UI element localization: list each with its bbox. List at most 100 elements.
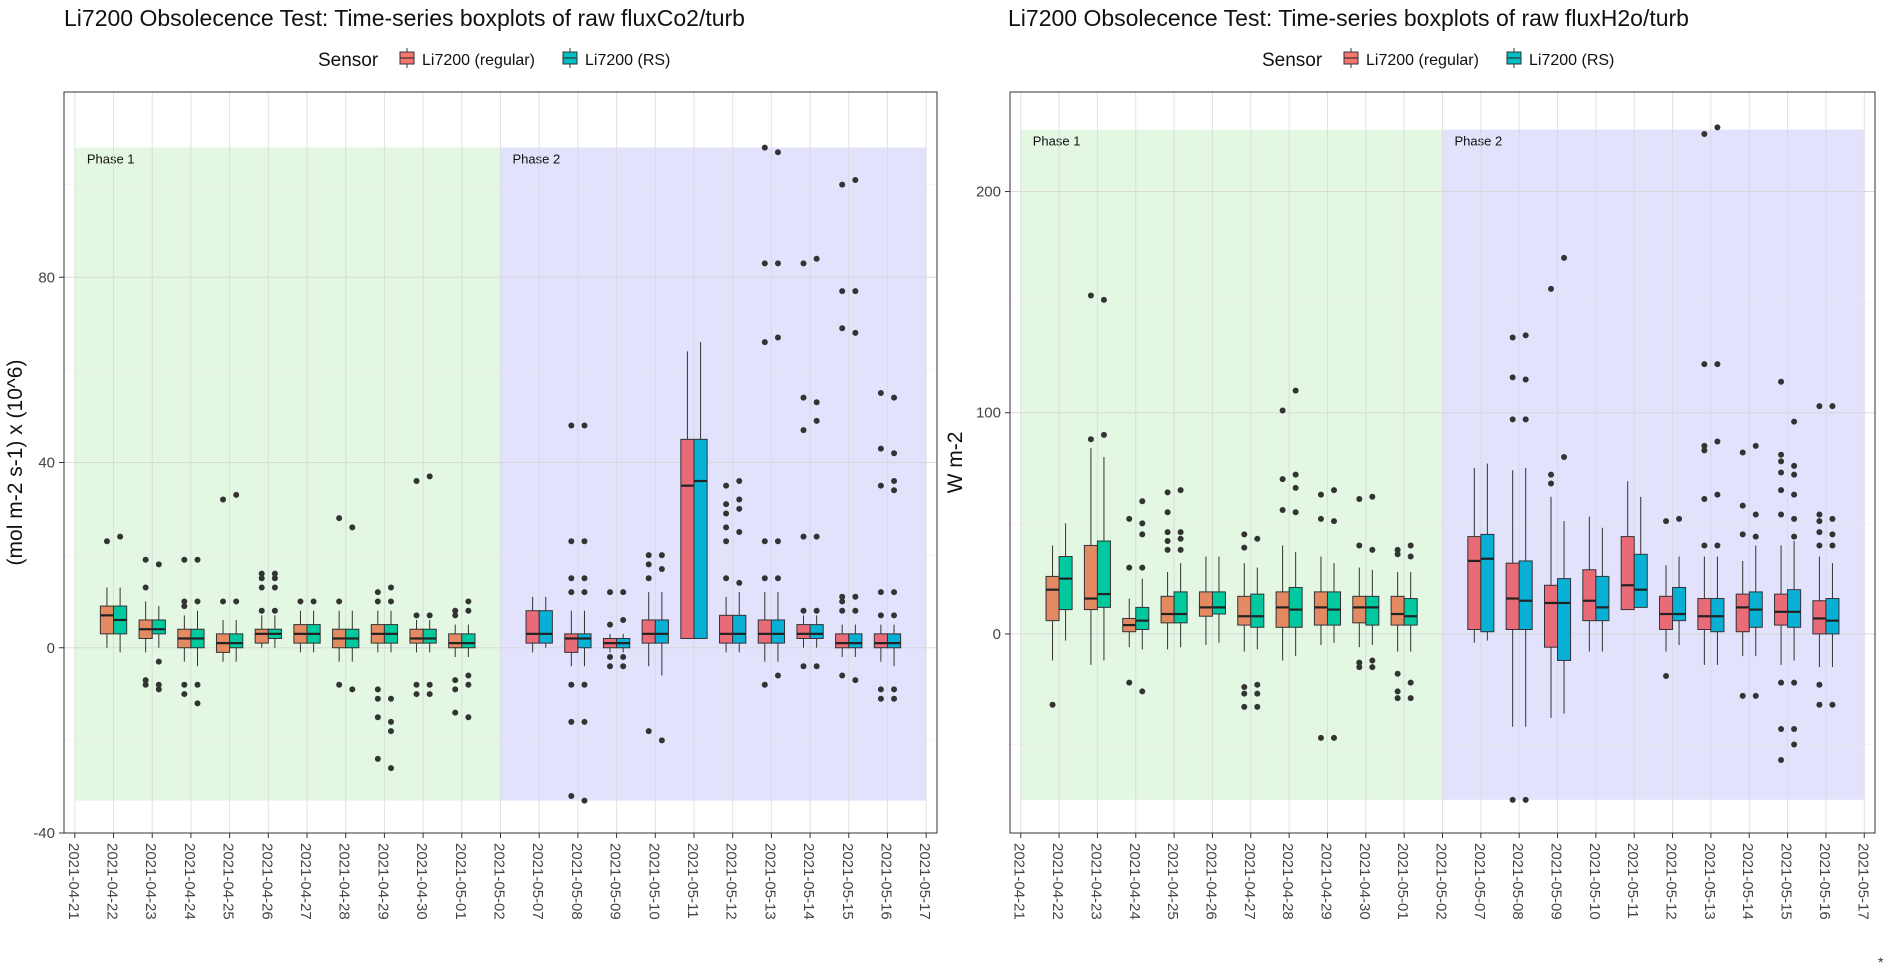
- outlier-point: [1522, 416, 1529, 423]
- outlier-point: [658, 737, 665, 744]
- outlier-point: [1177, 546, 1184, 553]
- boxplot-rs: [1326, 487, 1342, 741]
- boxplot-rs: [229, 491, 244, 662]
- outlier-point: [1714, 491, 1721, 498]
- outlier-point: [891, 478, 898, 485]
- outlier-point: [581, 422, 588, 429]
- outlier-point: [1241, 703, 1248, 710]
- outlier-point: [426, 681, 433, 688]
- boxplot-regular: [177, 556, 192, 698]
- outlier-point: [1816, 518, 1823, 525]
- outlier-point: [426, 691, 433, 698]
- box-iqr: [719, 614, 734, 644]
- box-iqr: [1825, 598, 1840, 635]
- outlier-point: [813, 399, 820, 406]
- box-iqr: [1365, 595, 1380, 626]
- boxplot-regular: [1122, 515, 1137, 686]
- boxplot-regular: [1774, 378, 1789, 764]
- phase-region-2: [1442, 129, 1865, 800]
- outlier-point: [568, 422, 575, 429]
- box-iqr: [1633, 553, 1648, 608]
- outlier-point: [1739, 502, 1746, 509]
- outlier-point: [800, 394, 807, 401]
- outlier-point: [1087, 436, 1094, 443]
- y-tick-label: 80: [38, 269, 55, 286]
- box-iqr: [1672, 586, 1687, 622]
- outlier-point: [1701, 442, 1708, 449]
- outlier-point: [800, 663, 807, 670]
- outlier-point: [839, 607, 846, 614]
- outlier-point: [336, 515, 343, 522]
- box-iqr: [1582, 569, 1597, 622]
- outlier-point: [1791, 533, 1798, 540]
- legend-label: Li7200 (regular): [422, 52, 535, 69]
- y-axis-label: W m-2: [945, 432, 967, 494]
- outlier-point: [1752, 533, 1759, 540]
- box-iqr: [848, 633, 863, 649]
- outlier-point: [155, 681, 162, 688]
- boxplot-regular: [1237, 531, 1252, 710]
- outlier-point: [1254, 681, 1261, 688]
- outlier-point: [1254, 703, 1261, 710]
- outlier-point: [452, 607, 459, 614]
- outlier-point: [142, 556, 149, 563]
- boxplot-rs: [1135, 498, 1150, 695]
- boxplot-rs: [1518, 332, 1533, 803]
- outlier-point: [1701, 447, 1708, 454]
- outlier-point: [1100, 431, 1107, 438]
- outlier-point: [1701, 542, 1708, 549]
- x-tick-label: 2021-05-16: [877, 843, 894, 920]
- outlier-point: [839, 598, 846, 605]
- outlier-point: [258, 575, 265, 582]
- boxplot-regular: [1697, 131, 1712, 665]
- outlier-point: [1739, 692, 1746, 699]
- outlier-point: [1369, 493, 1376, 500]
- outlier-point: [1139, 520, 1146, 527]
- box-iqr: [680, 438, 695, 639]
- outlier-point: [181, 681, 188, 688]
- boxplot-regular: [835, 181, 850, 679]
- box-iqr: [1058, 556, 1073, 611]
- outlier-point: [1791, 726, 1798, 733]
- x-tick-label: 2021-04-22: [1049, 843, 1066, 920]
- outlier-point: [891, 450, 898, 457]
- box-iqr: [796, 624, 811, 639]
- box-iqr: [654, 619, 669, 644]
- outlier-point: [581, 575, 588, 582]
- outlier-point: [181, 556, 188, 563]
- box-iqr: [1518, 560, 1533, 631]
- x-tick-label: 2021-05-14: [800, 843, 817, 920]
- boxplot-regular: [1620, 481, 1635, 611]
- box-iqr: [99, 605, 115, 635]
- boxplot-rs: [1595, 527, 1610, 652]
- x-tick-label: 2021-05-09: [1548, 843, 1565, 920]
- legend-title: Sensor: [318, 50, 379, 71]
- x-tick-label: 2021-05-14: [1739, 843, 1756, 920]
- x-tick-label: 2021-05-10: [1586, 843, 1603, 920]
- y-tick-label: 200: [976, 184, 1001, 201]
- x-tick-label: 2021-04-29: [1317, 843, 1334, 920]
- outlier-point: [1778, 487, 1785, 494]
- outlier-point: [1241, 690, 1248, 697]
- outlier-point: [1829, 403, 1836, 410]
- outlier-point: [465, 672, 472, 679]
- box-iqr: [1083, 544, 1098, 611]
- outlier-point: [1829, 531, 1836, 538]
- y-tick-label: -40: [33, 825, 55, 842]
- boxplot-rs: [461, 598, 476, 721]
- outlier-point: [877, 482, 884, 489]
- outlier-point: [736, 528, 743, 535]
- phase-label: Phase 2: [513, 152, 561, 167]
- outlier-point: [877, 612, 884, 619]
- boxplot-rs: [1250, 535, 1265, 710]
- outlier-point: [387, 718, 394, 725]
- outlier-point: [1522, 376, 1529, 383]
- phase-region-1: [74, 147, 501, 801]
- outlier-point: [774, 149, 781, 156]
- outlier-point: [374, 695, 381, 702]
- legend-label: Li7200 (RS): [585, 52, 670, 69]
- outlier-point: [607, 589, 614, 596]
- boxplot-rs: [1403, 542, 1418, 702]
- outlier-point: [645, 728, 652, 735]
- outlier-point: [181, 598, 188, 605]
